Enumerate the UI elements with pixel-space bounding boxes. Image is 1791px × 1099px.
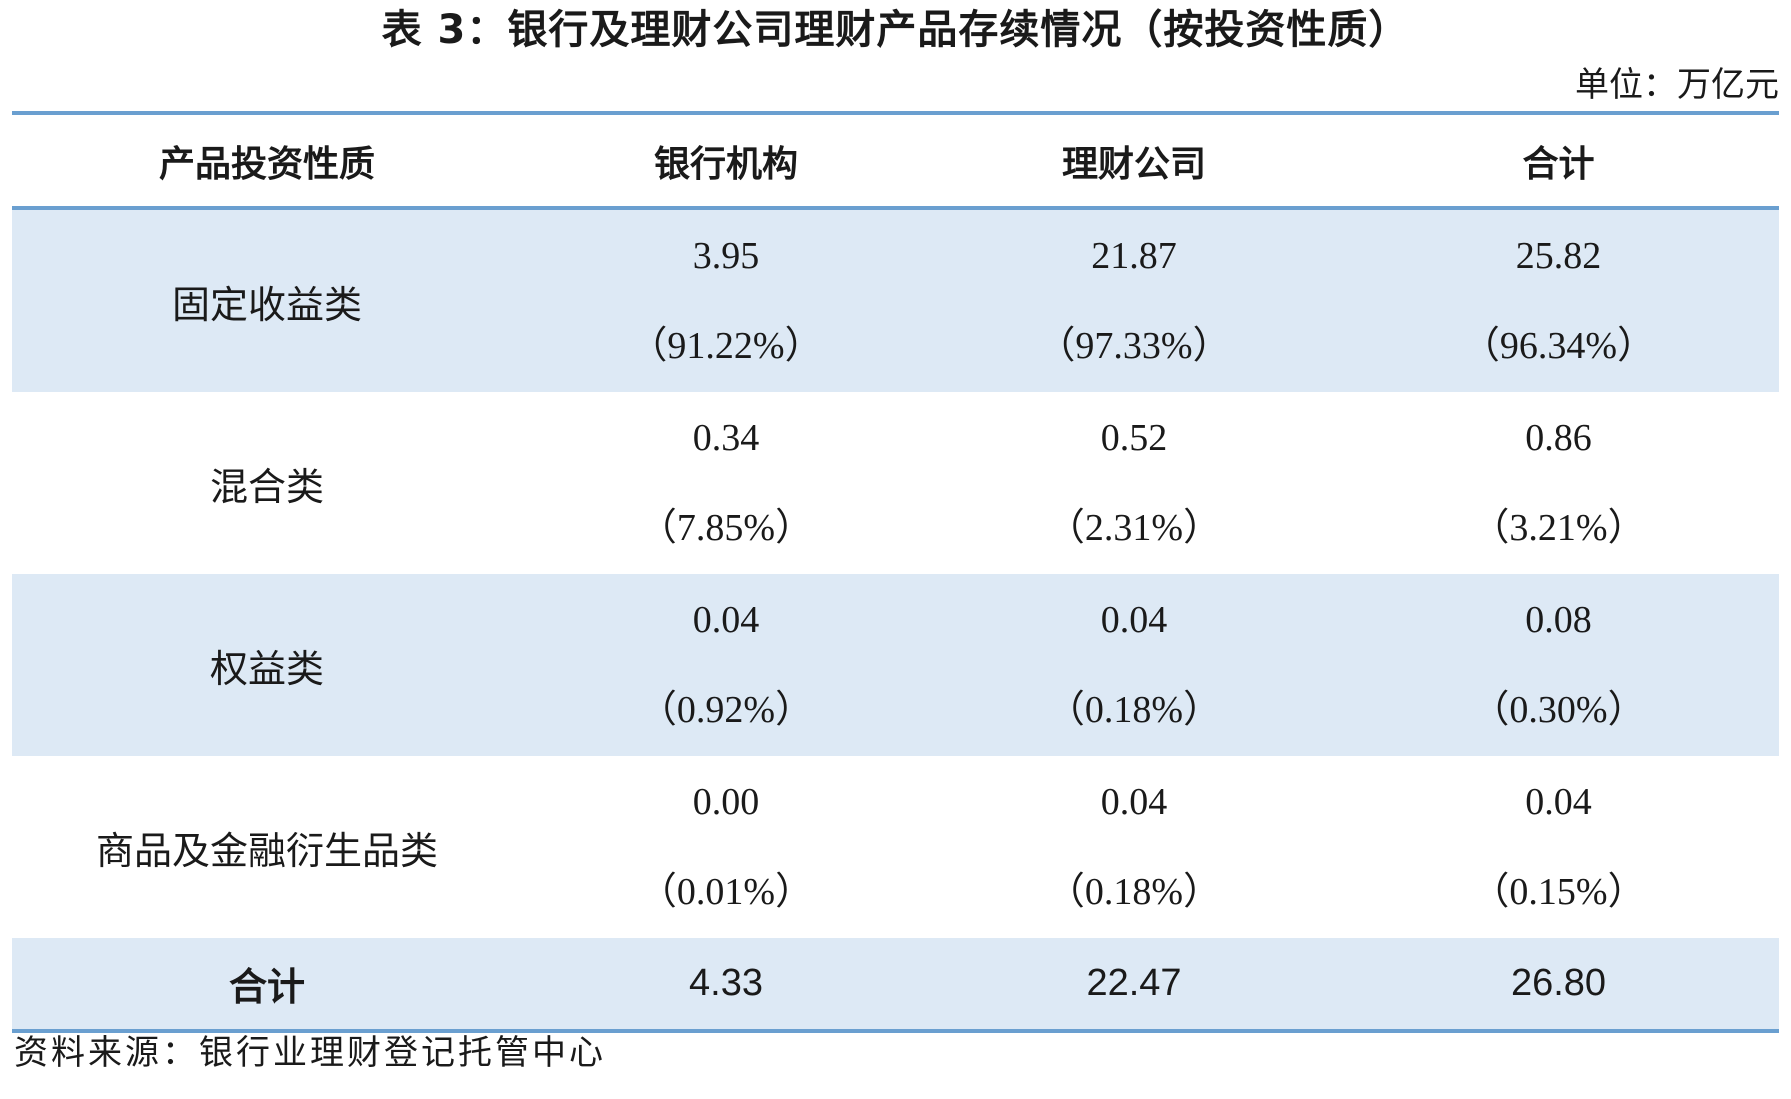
source-note: 资料来源：银行业理财登记托管中心 (14, 1033, 606, 1073)
header-cell-wealth-company: 理财公司 (1061, 143, 1206, 185)
header-cell-type: 产品投资性质 (158, 143, 375, 185)
value-percent: （3.21%） (1471, 507, 1646, 549)
value-cell: 21.87 （97.33%） (930, 210, 1338, 392)
total-label: 合计 (228, 965, 305, 1009)
value-percent: （0.18%） (1046, 689, 1222, 731)
value-percent: （0.18%） (1046, 871, 1222, 913)
data-table: 产品投资性质 银行机构 理财公司 合计 固定收益类 3.95 （91.22%） … (12, 111, 1779, 1033)
value-percent: （0.92%） (638, 689, 814, 731)
row-label-cell: 权益类 (12, 574, 522, 756)
table-row: 混合类 0.34 （7.85%） 0.52 （2.31%） 0.86 （3.21… (12, 392, 1779, 574)
total-value: 26.80 (1510, 962, 1607, 1004)
value-amount: 0.34 (692, 417, 760, 459)
value-cell: 3.95 （91.22%） (522, 210, 930, 392)
value-cell: 0.08 （0.30%） (1338, 574, 1779, 756)
row-label: 混合类 (209, 464, 324, 509)
value-cell: 0.86 （3.21%） (1338, 392, 1779, 574)
total-value: 22.47 (1086, 962, 1182, 1004)
value-percent: （97.33%） (1037, 325, 1231, 367)
value-percent: （0.15%） (1471, 871, 1646, 913)
value-percent: （7.85%） (638, 507, 814, 549)
row-label-cell: 商品及金融衍生品类 (12, 756, 522, 938)
value-percent: （91.22%） (629, 325, 823, 367)
value-percent: （2.31%） (1046, 507, 1222, 549)
table-header-row: 产品投资性质 银行机构 理财公司 合计 (12, 115, 1779, 210)
unit-label: 单位：万亿元 (1575, 65, 1779, 105)
row-label: 权益类 (209, 646, 324, 691)
value-amount: 0.52 (1100, 417, 1168, 459)
total-value-cell: 26.80 (1338, 938, 1779, 1029)
total-value: 4.33 (689, 962, 763, 1004)
value-cell: 0.04 （0.92%） (522, 574, 930, 756)
value-cell: 0.04 （0.15%） (1338, 756, 1779, 938)
value-amount: 3.95 (692, 235, 760, 277)
value-amount: 21.87 (1091, 235, 1177, 277)
value-amount: 0.00 (692, 781, 760, 823)
header-cell-total: 合计 (1522, 143, 1595, 185)
row-label: 固定收益类 (171, 282, 362, 327)
table-row: 固定收益类 3.95 （91.22%） 21.87 （97.33%） 25.82… (12, 210, 1779, 392)
row-label-cell: 固定收益类 (12, 210, 522, 392)
value-amount: 0.04 (1525, 781, 1592, 823)
value-amount: 0.86 (1525, 417, 1592, 459)
value-cell: 25.82 （96.34%） (1338, 210, 1779, 392)
value-cell: 0.04 （0.18%） (930, 574, 1338, 756)
row-label-cell: 混合类 (12, 392, 522, 574)
value-amount: 0.04 (1100, 599, 1168, 641)
table-row: 商品及金融衍生品类 0.00 （0.01%） 0.04 （0.18%） 0.04… (12, 756, 1779, 938)
total-value-cell: 4.33 (522, 938, 930, 1029)
header-cell-bank: 银行机构 (653, 143, 798, 185)
row-label: 商品及金融衍生品类 (95, 828, 438, 873)
value-percent: （0.01%） (638, 871, 814, 913)
value-amount: 0.08 (1525, 599, 1592, 641)
value-amount: 0.04 (1100, 781, 1168, 823)
value-amount: 25.82 (1515, 235, 1602, 277)
value-percent: （0.30%） (1471, 689, 1646, 731)
table-row: 权益类 0.04 （0.92%） 0.04 （0.18%） 0.08 （0.30… (12, 574, 1779, 756)
table-total-row: 合计 4.33 22.47 26.80 (12, 938, 1779, 1029)
value-amount: 0.04 (692, 599, 760, 641)
value-cell: 0.00 （0.01%） (522, 756, 930, 938)
total-value-cell: 22.47 (930, 938, 1338, 1029)
value-cell: 0.34 （7.85%） (522, 392, 930, 574)
value-cell: 0.52 （2.31%） (930, 392, 1338, 574)
table-title: 表 3：银行及理财公司理财产品存续情况（按投资性质） (381, 7, 1410, 53)
value-percent: （96.34%） (1461, 325, 1656, 367)
value-cell: 0.04 （0.18%） (930, 756, 1338, 938)
